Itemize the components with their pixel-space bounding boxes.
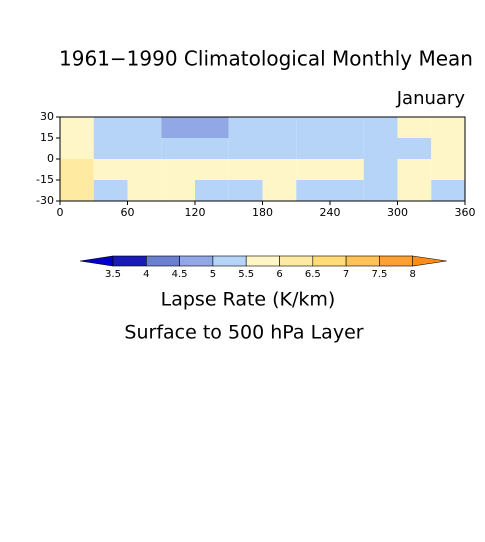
x-tick-label: 0 [57, 206, 64, 219]
colorbar-box [179, 255, 214, 267]
contour-cell [296, 117, 330, 138]
contour-cell [127, 138, 162, 159]
contour-cell [397, 180, 432, 201]
contour-cell [93, 138, 128, 159]
colorbar-box [212, 255, 247, 267]
colorbar-box [345, 255, 380, 267]
contour-cell [397, 138, 432, 159]
contour-cell [93, 117, 128, 138]
contour-cell [127, 117, 162, 138]
contour-cell [397, 117, 432, 138]
contour-cell [60, 117, 94, 138]
contour-cell [330, 117, 364, 138]
contour-cell [127, 159, 162, 180]
colorbar-box [146, 255, 180, 267]
colorbar-box [279, 255, 314, 267]
contour-cell [296, 180, 330, 201]
x-tick-label: 300 [387, 206, 408, 219]
y-tick-label: 15 [40, 131, 54, 144]
colorbar-tick-label: 5 [210, 269, 216, 280]
contour-cell [161, 117, 195, 138]
contour-cell [330, 138, 364, 159]
x-tick-label: 360 [455, 206, 476, 219]
contour-cell [262, 180, 297, 201]
contour-cell [93, 159, 128, 180]
colorbar-end [79, 255, 114, 267]
colorbar-tick-label: 3.5 [105, 269, 121, 280]
colorbar-box [312, 255, 347, 267]
contour-cell [330, 180, 364, 201]
contour-cell [363, 159, 398, 180]
x-tick-label: 60 [121, 206, 135, 219]
colorbar-label: Lapse Rate (K/km) [161, 289, 336, 311]
contour-cell [127, 180, 162, 201]
colorbar-tick-label: 7.5 [371, 269, 387, 280]
contour-cell [296, 159, 330, 180]
chart-subtitle: January [396, 88, 466, 109]
x-tick-label: 120 [185, 206, 206, 219]
contour-cell [431, 159, 465, 180]
x-tick-label: 240 [320, 206, 341, 219]
colorbar-end [412, 255, 447, 267]
colorbar-tick-label: 6.5 [305, 269, 321, 280]
contour-cell [228, 117, 263, 138]
colorbar-tick-label: 4.5 [172, 269, 188, 280]
contour-cell [262, 117, 297, 138]
y-tick-label: -15 [36, 173, 54, 186]
colorbar-tick-label: 8 [410, 269, 416, 280]
y-tick-label: -30 [36, 194, 54, 207]
contour-cell [195, 159, 229, 180]
colorbar-tick-label: 5.5 [238, 269, 254, 280]
contour-cell [330, 159, 364, 180]
contour-cell [161, 180, 195, 201]
contour-cell [397, 159, 432, 180]
colorbar-tick-label: 7 [343, 269, 349, 280]
contour-cell [60, 138, 94, 159]
x-tick-label: 180 [252, 206, 273, 219]
colorbar-box [245, 255, 280, 267]
contour-cell [363, 117, 398, 138]
colorbar-tick-label: 4 [143, 269, 149, 280]
contour-cell [296, 138, 330, 159]
contour-cell [228, 180, 263, 201]
contour-cell [431, 138, 465, 159]
contour-cell [161, 138, 195, 159]
contour-cell [262, 138, 297, 159]
colorbar-box [379, 255, 413, 267]
contour-cell [228, 138, 263, 159]
contour-cell [262, 159, 297, 180]
contour-cell [93, 180, 128, 201]
contour-cell [431, 180, 465, 201]
contour-cell [228, 159, 263, 180]
colorbar-tick-label: 6 [276, 269, 282, 280]
contour-cell [195, 180, 229, 201]
contour-cell [161, 159, 195, 180]
y-tick-label: 0 [47, 152, 54, 165]
contour-cell [60, 159, 94, 180]
contour-cell [363, 138, 398, 159]
contour-cell [60, 180, 94, 201]
chart-title: 1961−1990 Climatological Monthly Mean [59, 47, 473, 71]
colorbar-sublabel: Surface to 500 hPa Layer [124, 322, 363, 344]
contour-cell [363, 180, 398, 201]
y-tick-label: 30 [40, 110, 54, 123]
contour-cell [431, 117, 465, 138]
colorbar-box [112, 255, 147, 267]
contour-cell [195, 138, 229, 159]
contour-cell [195, 117, 229, 138]
